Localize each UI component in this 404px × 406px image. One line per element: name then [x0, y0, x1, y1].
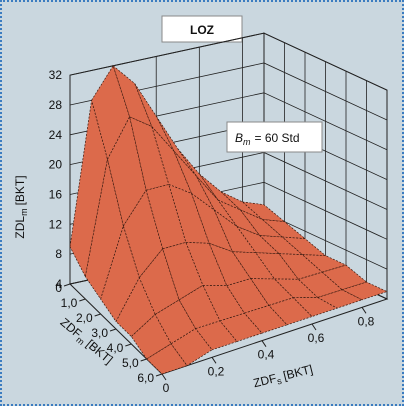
surface-patch [243, 305, 288, 334]
surface-patch [185, 241, 228, 287]
y-tick-label: 5,0 [122, 356, 139, 370]
surface-patch [231, 251, 276, 280]
y-tick-label: 4,0 [107, 341, 124, 355]
zlabel-main: ZDL [13, 216, 27, 239]
x-tick [161, 373, 167, 381]
surface-patch [261, 219, 307, 240]
y-tick [79, 298, 86, 302]
y-tick-label: 6,0 [137, 371, 154, 385]
annotation: Bm = 60 Std [235, 131, 300, 147]
z-tick-label: 24 [49, 128, 63, 142]
annotation-symbol: B [235, 131, 243, 145]
surface-patch [145, 184, 187, 250]
y-tick-label: 2,0 [76, 311, 93, 325]
y-tick-label: 3,0 [91, 326, 108, 340]
xlabel-main: ZDF [252, 371, 278, 390]
surface-patch [268, 297, 313, 326]
y-tick [155, 373, 163, 377]
y-tick [63, 283, 71, 287]
x-tick-label: 0,6 [308, 331, 325, 345]
y-tick [94, 313, 101, 317]
xlabel-unit: [BKT] [282, 362, 315, 383]
y-tick [109, 328, 117, 332]
surface-patch [69, 100, 108, 278]
annotation-subscript: m [243, 137, 251, 147]
chart-title: LOZ [190, 23, 214, 37]
y-tick [140, 358, 147, 362]
x-tick [261, 340, 267, 347]
title-box [161, 15, 243, 43]
y-tick-label: 0 [55, 281, 62, 295]
x-tick-label: 0,8 [358, 314, 375, 328]
z-tick-label: 16 [49, 187, 63, 201]
z-tick-label: 20 [49, 158, 63, 172]
x-tick-label: 0,4 [258, 348, 275, 362]
annotation-box [226, 121, 323, 153]
surface-patch [115, 276, 156, 338]
x-tick-label: 0,2 [208, 364, 225, 378]
xlabel: ZDFs[BKT] [252, 362, 315, 392]
surface-patch [146, 343, 188, 375]
z-tick-label: 4 [55, 277, 62, 291]
y-tick-label: 1,0 [61, 296, 78, 310]
zlabel-sub: m [19, 208, 29, 216]
surface-patch [254, 252, 300, 280]
zlabel: ZDLm [BKT] [13, 175, 29, 238]
y-tick [125, 343, 132, 347]
surface-patch [84, 159, 124, 300]
xlabel-sub: s [276, 376, 283, 387]
z-tick-label: 28 [49, 98, 63, 112]
surface-patch [138, 248, 180, 316]
zlabel-unit: [BKT] [13, 175, 27, 205]
z-tick-label: 32 [49, 68, 63, 82]
z-tick-label: 12 [49, 217, 63, 231]
x-tick-label: 0 [163, 381, 170, 395]
surface-patch [170, 328, 213, 367]
x-tick [211, 357, 217, 364]
surface-patch [241, 201, 286, 223]
z-tick-label: 8 [55, 247, 62, 261]
annotation-text: = 60 Std [255, 131, 300, 145]
x-tick [311, 323, 317, 331]
surface-patch [130, 313, 172, 360]
x-tick [361, 307, 367, 314]
